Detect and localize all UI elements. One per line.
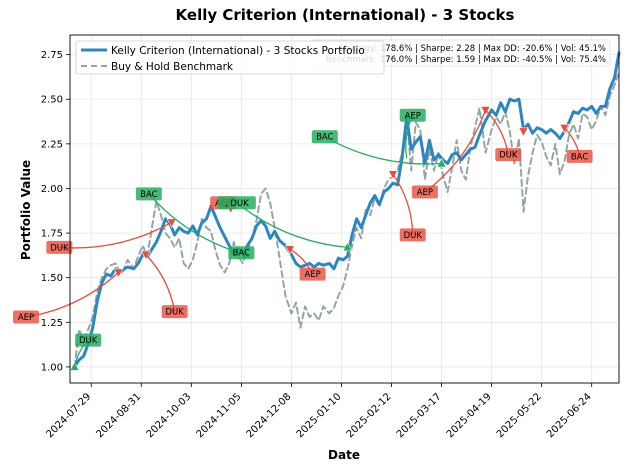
legend-label-portfolio: Kelly Criterion (International) - 3 Stoc…	[111, 45, 365, 57]
y-tick-label: 1.25	[41, 318, 63, 329]
stats-line-strategy: Strategy: 178.6% | Sharpe: 2.28 | Max DD…	[339, 44, 606, 54]
y-tick-label: 2.25	[41, 139, 63, 150]
y-tick-label: 2.00	[41, 184, 63, 195]
annotation-label: , DUK	[225, 199, 249, 209]
y-tick-label: 2.75	[41, 50, 63, 61]
annotation-label-box	[75, 333, 102, 347]
annotation-label: AEP	[405, 111, 421, 121]
buy-marker	[436, 157, 447, 168]
annotation-label-box	[13, 310, 40, 324]
sell-marker	[518, 127, 529, 138]
annotation-label: AEP	[18, 313, 34, 323]
annotation-label: AEP	[417, 188, 433, 198]
annotation-label-box	[399, 108, 426, 122]
series-line-benchmark	[73, 71, 620, 368]
annotation-label: DUK	[404, 231, 423, 241]
y-tick-label: 1.00	[41, 362, 63, 373]
annotation-label: DUK	[79, 336, 98, 346]
annotation-label: AEP	[304, 270, 320, 280]
annotation-label-box	[399, 228, 426, 242]
annotation-arrow	[236, 202, 348, 249]
legend: Kelly Criterion (International) - 3 Stoc…	[75, 40, 385, 75]
annotation-label-box	[161, 305, 188, 319]
y-tick-label: 1.50	[41, 273, 63, 284]
legend-label-benchmark: Buy & Hold Benchmark	[111, 61, 234, 73]
plot-frame	[69, 34, 620, 384]
annotation-label-box	[228, 246, 255, 260]
annotation-label: BAC	[140, 190, 157, 200]
annotation-label-box	[495, 148, 522, 162]
annotation-layer: DUKAEPDUKDUKBACAEP, DUKBACAEPBACAEPAEPDU…	[13, 108, 593, 368]
series-line-portfolio	[73, 51, 621, 369]
y-tick-label: 2.50	[41, 95, 63, 106]
annotation-label-box	[46, 240, 73, 254]
annotation-label-box	[135, 187, 162, 201]
annotation-label: BAC	[233, 249, 250, 259]
annotation-label-box	[299, 267, 326, 281]
annotation-arrow	[324, 136, 442, 165]
annotation-label: DUK	[499, 151, 518, 161]
annotation-label-box	[311, 130, 338, 144]
annotation-label: DUK	[165, 308, 184, 318]
annotation-label: BAC	[316, 133, 333, 143]
chart-title: Kelly Criterion (International) - 3 Stoc…	[176, 6, 515, 24]
annotation-label: BAC	[571, 152, 588, 162]
annotation-label-box	[217, 196, 256, 210]
y-tick-label: 1.75	[41, 229, 63, 240]
annotation-arrow	[424, 109, 487, 193]
x-axis-label: Date	[328, 448, 360, 462]
stats-line-benchmark: Benchmark: 176.0% | Sharpe: 1.59 | Max D…	[326, 55, 606, 65]
y-axis-label: Portfolio Value	[19, 160, 33, 260]
annotation-label-box	[566, 149, 593, 163]
annotation-label-box	[411, 185, 438, 199]
annotation-label: DUK	[50, 243, 69, 253]
series-layer	[73, 51, 621, 369]
